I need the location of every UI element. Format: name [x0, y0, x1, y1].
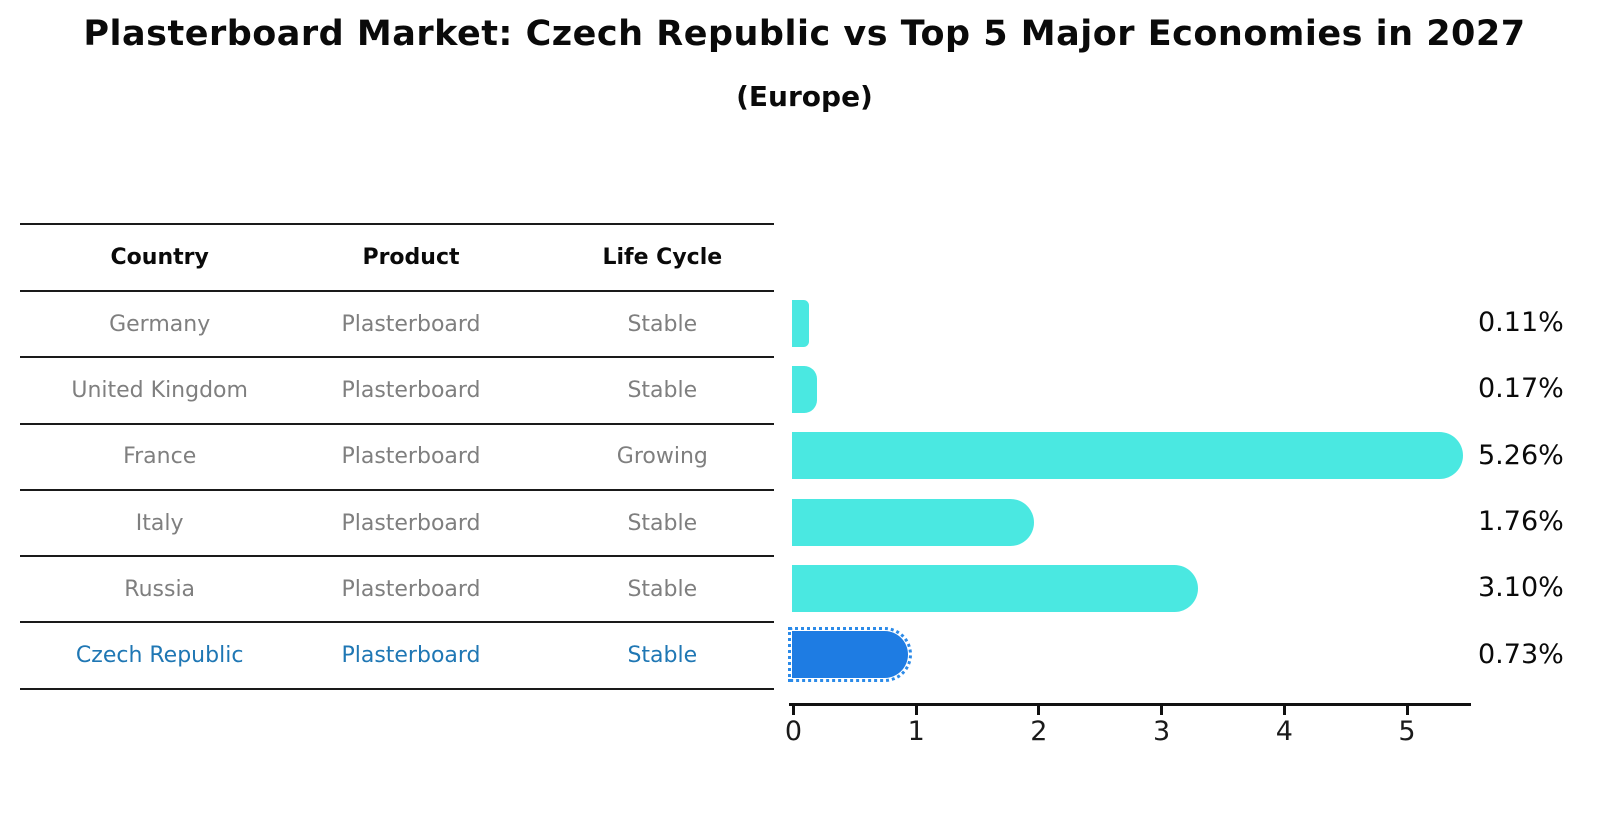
cell-life-cycle: Growing: [616, 444, 708, 470]
x-tick-label-4: 4: [1275, 716, 1293, 747]
cell-country: France: [123, 444, 197, 470]
x-tick-5: [1405, 706, 1409, 715]
x-tick-4: [1282, 706, 1286, 715]
bar-germany: [792, 299, 810, 347]
chart-title: Plasterboard Market: Czech Republic vs T…: [83, 14, 1526, 54]
cell-life-cycle: Stable: [627, 377, 698, 403]
bar-value-label-germany: 0.11%: [1478, 307, 1564, 339]
table-header-product: Product: [362, 245, 460, 270]
bar-value-label-czech-republic: 0.73%: [1478, 638, 1564, 670]
table-header-country: Country: [110, 245, 209, 270]
cell-country: Russia: [124, 576, 196, 602]
chart-subtitle: (Europe): [736, 80, 873, 113]
table-row-france: France Plasterboard Growing: [20, 425, 774, 491]
cell-product: Plasterboard: [341, 643, 481, 669]
x-tick-3: [1160, 706, 1164, 715]
bar-russia: [792, 564, 1199, 612]
x-axis-line: [789, 703, 1471, 706]
x-tick-0: [792, 706, 795, 715]
table-row-russia: Russia Plasterboard Stable: [20, 557, 774, 624]
cell-life-cycle: Stable: [627, 643, 698, 669]
cell-country: Czech Republic: [75, 643, 244, 669]
cell-product: Plasterboard: [341, 576, 481, 602]
cell-life-cycle: Stable: [627, 510, 698, 536]
table-header-life-cycle: Life Cycle: [602, 245, 723, 270]
bar-italy: [792, 498, 1034, 546]
table-header-row: Country Product Life Cycle: [20, 225, 774, 292]
bar-value-label-france: 5.26%: [1478, 439, 1564, 471]
table-row-germany: Germany Plasterboard Stable: [20, 292, 774, 359]
cell-country: Italy: [135, 510, 184, 536]
x-tick-2: [1037, 706, 1041, 715]
bar-czech-republic: [788, 627, 912, 683]
table-row-italy: Italy Plasterboard Stable: [20, 491, 774, 558]
table-row-czech-republic: Czech Republic Plasterboard Stable: [20, 623, 774, 690]
bar-united-kingdom: [792, 365, 817, 413]
cell-product: Plasterboard: [341, 311, 481, 337]
x-tick-label-1: 1: [907, 716, 925, 747]
cell-country: Germany: [109, 311, 211, 337]
country-table: Country Product Life Cycle Germany Plaste…: [20, 223, 774, 690]
bar-value-label-united-kingdom: 0.17%: [1478, 373, 1564, 405]
cell-product: Plasterboard: [341, 444, 481, 470]
bar-chart-plot-area: [788, 290, 1481, 688]
x-tick-label-0: 0: [784, 716, 803, 747]
bar-value-label-italy: 1.76%: [1478, 506, 1564, 538]
table-row-united-kingdom: United Kingdom Plasterboard Stable: [20, 358, 774, 425]
cell-product: Plasterboard: [341, 510, 481, 536]
cell-product: Plasterboard: [341, 377, 481, 403]
x-tick-1: [914, 706, 918, 715]
x-tick-label-3: 3: [1153, 716, 1171, 747]
bar-value-label-russia: 3.10%: [1478, 572, 1564, 604]
table-body: Germany Plasterboard Stable United Kingdom P…: [20, 292, 774, 690]
cell-life-cycle: Stable: [627, 576, 698, 602]
cell-country: United Kingdom: [71, 377, 248, 403]
x-tick-label-2: 2: [1030, 716, 1048, 747]
cell-life-cycle: Stable: [627, 311, 698, 337]
x-tick-label-5: 5: [1398, 716, 1416, 747]
bar-value-labels: 0.11% 0.17% 5.26% 1.76% 3.10% 0.73%: [1478, 290, 1598, 688]
bar-france: [792, 432, 1464, 480]
